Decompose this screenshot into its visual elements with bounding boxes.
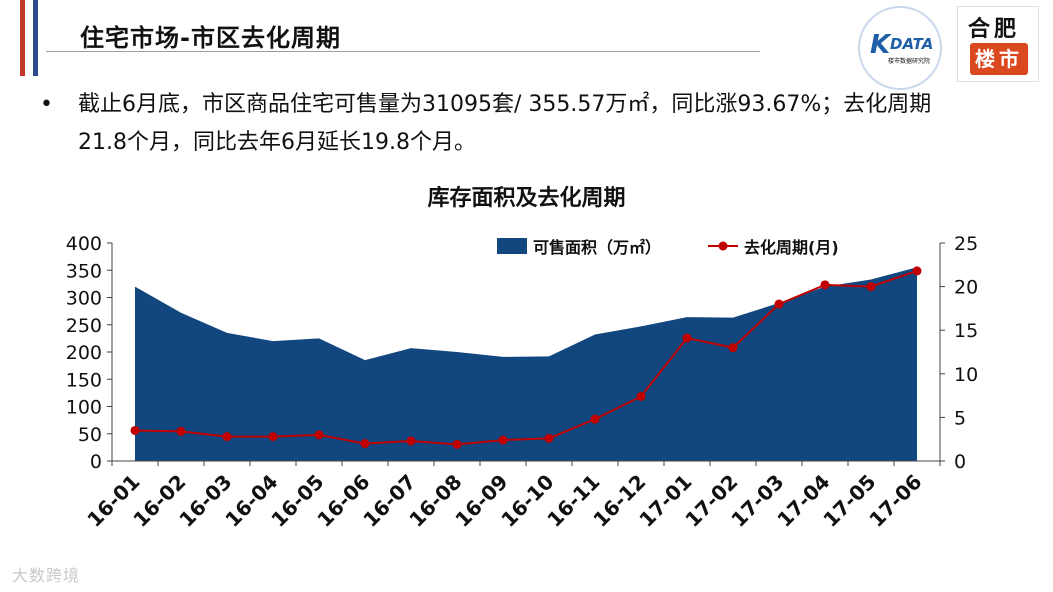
right-tick-label: 10 [954,364,978,386]
title-divider [46,51,760,52]
chart-title: 库存面积及去化周期 [427,186,626,211]
summary-paragraph: 截止6月底，市区商品住宅可售量为31095套/ 355.57万㎡，同比涨93.6… [78,92,932,155]
left-tick-label: 400 [66,233,102,255]
area-series-inventory [135,267,917,461]
accent-stripe-blue [33,0,38,76]
left-tick-label: 0 [90,451,102,473]
line-point [728,343,738,353]
right-tick-label: 5 [954,407,966,429]
x-tick-label: 17-06 [864,470,926,532]
line-point [636,391,646,401]
hefei-logo-top: 合肥 [968,17,1021,42]
line-point [866,282,876,292]
bullet-marker: • [40,92,53,117]
right-tick-label: 15 [954,320,978,342]
title-accent [0,0,44,76]
left-tick-label: 100 [66,397,102,419]
line-point [176,426,186,436]
legend-swatch-marker [718,241,728,251]
legend-label-area: 可售面积（万㎡） [533,238,661,257]
accent-stripe-white [28,0,31,76]
hefei-logo-bottom: 楼市 [970,43,1028,75]
left-tick-label: 50 [78,424,102,446]
line-point [544,433,554,443]
right-tick-label: 25 [954,233,978,255]
line-point [130,425,140,435]
left-tick-label: 150 [66,369,102,391]
legend-swatch-area [497,238,527,254]
legend-label-line: 去化周期(月) [744,238,839,257]
line-point [452,439,462,449]
hefei-loushi-logo: 合肥 楼市 [957,6,1039,82]
kdata-logo: K DATA 楼市数据研究院 [858,6,942,90]
left-tick-label: 350 [66,260,102,282]
line-series-destock-cycle [134,269,918,446]
line-point [912,266,922,276]
line-point [268,432,278,442]
kdata-logo-sub: 楼市数据研究院 [888,58,931,65]
left-tick-label: 200 [66,342,102,364]
right-tick-label: 0 [954,451,966,473]
left-tick-label: 250 [66,315,102,337]
line-point [590,414,600,424]
line-point [222,432,232,442]
left-tick-label: 300 [66,288,102,310]
right-tick-label: 20 [954,277,978,299]
line-point [314,430,324,440]
line-point [774,299,784,309]
kdata-logo-mark: K [870,30,891,60]
kdata-logo-name: DATA [890,35,934,53]
accent-stripe-red [20,0,25,76]
line-point [360,439,370,449]
line-point [498,435,508,445]
line-point [406,436,416,446]
line-point [682,333,692,343]
page-title: 住宅市场-市区去化周期 [80,24,341,52]
line-point [820,280,830,290]
watermark: 大数跨境 [12,566,81,585]
